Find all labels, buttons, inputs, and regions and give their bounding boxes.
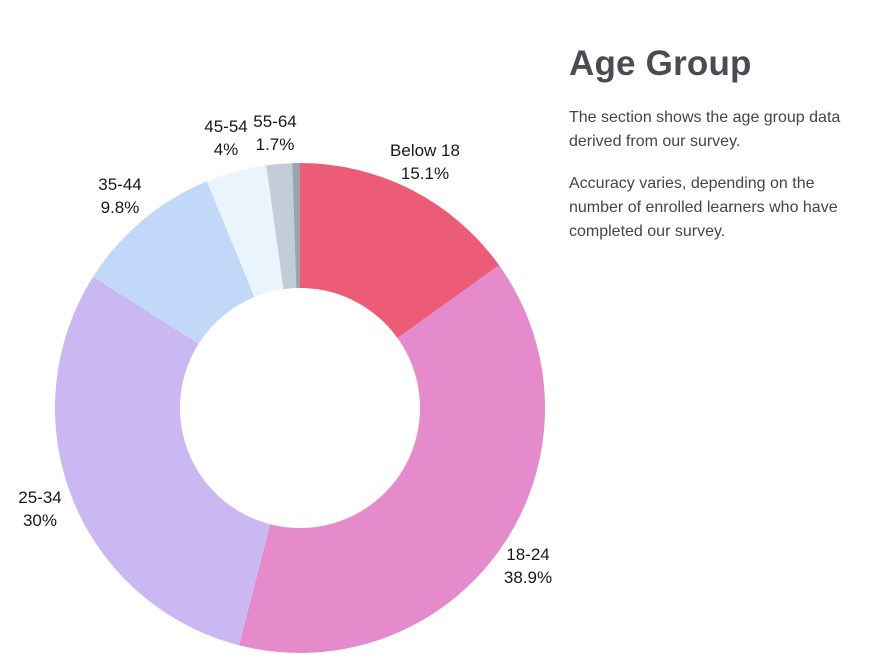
description-paragraph-1: The section shows the age group data der…: [569, 109, 841, 150]
slice-label-25-34: 25-34 30%: [18, 486, 61, 532]
slice-label-text: 35-44: [98, 175, 142, 194]
slice-label-text: 55-64: [253, 112, 297, 131]
slice-pct-text: 30%: [22, 511, 58, 530]
slice-pct-text: 4%: [213, 140, 239, 159]
slice-pct-text: 15.1%: [400, 164, 450, 183]
slice-label-text: 18-24: [506, 545, 550, 564]
slice-label-text: 45-54: [204, 117, 248, 136]
slice-25-34: [55, 276, 301, 646]
slice-pct-text: 9.8%: [100, 198, 140, 217]
slice-label-18-24: 18-24 38.9%: [504, 543, 552, 589]
slice-label-below-18: Below 18 15.1%: [390, 139, 460, 185]
page-title: Age Group: [569, 44, 752, 83]
slice-label-35-44: 35-44 9.8%: [98, 173, 141, 219]
description-paragraph-2: Accuracy varies, depending on the number…: [569, 175, 838, 240]
slice-label-45-54: 45-54 4%: [204, 115, 247, 161]
slice-pct-text: 1.7%: [255, 135, 295, 154]
slice-pct-text: 38.9%: [503, 568, 553, 587]
slice-label-text: 25-34: [18, 488, 62, 507]
slice-label-text: Below 18: [390, 141, 460, 160]
donut-hole: [180, 288, 420, 528]
slice-label-55-64: 55-64 1.7%: [253, 110, 296, 156]
info-panel: Age Group The section shows the age grou…: [569, 40, 869, 244]
